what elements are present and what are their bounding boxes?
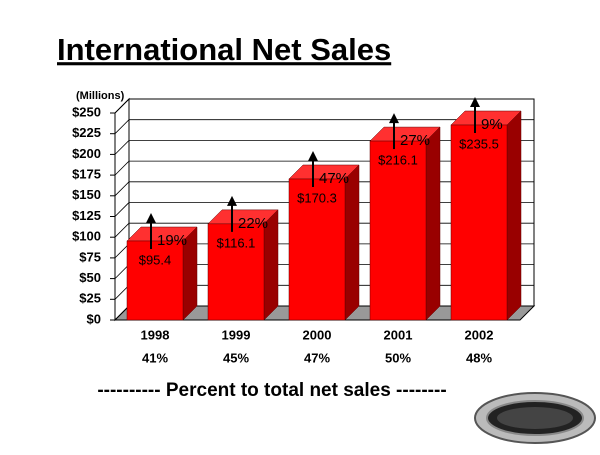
x-tick-label: 1998 — [141, 327, 170, 342]
y-tick-label: $125 — [72, 208, 101, 223]
growth-label: 22% — [238, 215, 268, 232]
bar — [288, 178, 346, 321]
bar-side — [506, 110, 522, 321]
y-tick-label: $175 — [72, 167, 101, 182]
footer: ---------- Percent to total net sales --… — [97, 380, 446, 401]
bar — [207, 223, 265, 321]
bar-side — [344, 164, 360, 321]
x-tick-label: 1999 — [222, 327, 251, 342]
x-tick-label: 2001 — [384, 327, 413, 342]
y-tick-label: $150 — [72, 187, 101, 202]
growth-label: 19% — [157, 232, 187, 249]
x-tick-label: 2002 — [465, 327, 494, 342]
y-axis-label: (Millions) — [76, 90, 125, 102]
bar — [126, 240, 184, 321]
y-tick-label: $225 — [72, 125, 101, 140]
growth-arrow-head — [308, 150, 318, 161]
y-tick-label: $25 — [79, 291, 101, 306]
value-label: $116.1 — [217, 235, 256, 250]
value-label: $235.5 — [459, 136, 499, 151]
bar-side — [425, 126, 441, 321]
y-tick-label: $75 — [79, 249, 101, 264]
y-tick-label: $200 — [72, 146, 101, 161]
value-label: $170.3 — [297, 190, 337, 205]
grid-line — [114, 98, 534, 114]
growth-arrow-head — [227, 195, 237, 206]
growth-arrow-head — [389, 113, 399, 124]
share-label: 47% — [304, 350, 330, 365]
growth-arrow-head — [470, 97, 480, 108]
growth-label: 9% — [481, 116, 503, 133]
y-tick-label: $0 — [87, 311, 101, 326]
share-label: 50% — [385, 350, 411, 365]
logo — [474, 392, 596, 444]
value-label: $216.1 — [378, 153, 418, 168]
y-tick-label: $250 — [72, 104, 101, 119]
x-tick-label: 2000 — [303, 327, 332, 342]
growth-arrow-head — [146, 213, 156, 224]
growth-label: 27% — [400, 132, 430, 149]
chart-title: International Net Sales — [57, 32, 391, 67]
y-tick-label: $50 — [79, 270, 101, 285]
bar — [450, 124, 508, 321]
growth-label: 47% — [319, 170, 349, 187]
share-label: 41% — [142, 350, 168, 365]
share-label: 48% — [466, 350, 492, 365]
share-label: 45% — [223, 350, 249, 365]
value-label: $95.4 — [139, 252, 172, 267]
grid-line — [114, 119, 534, 134]
bar — [369, 140, 427, 321]
y-tick-label: $100 — [72, 229, 101, 244]
